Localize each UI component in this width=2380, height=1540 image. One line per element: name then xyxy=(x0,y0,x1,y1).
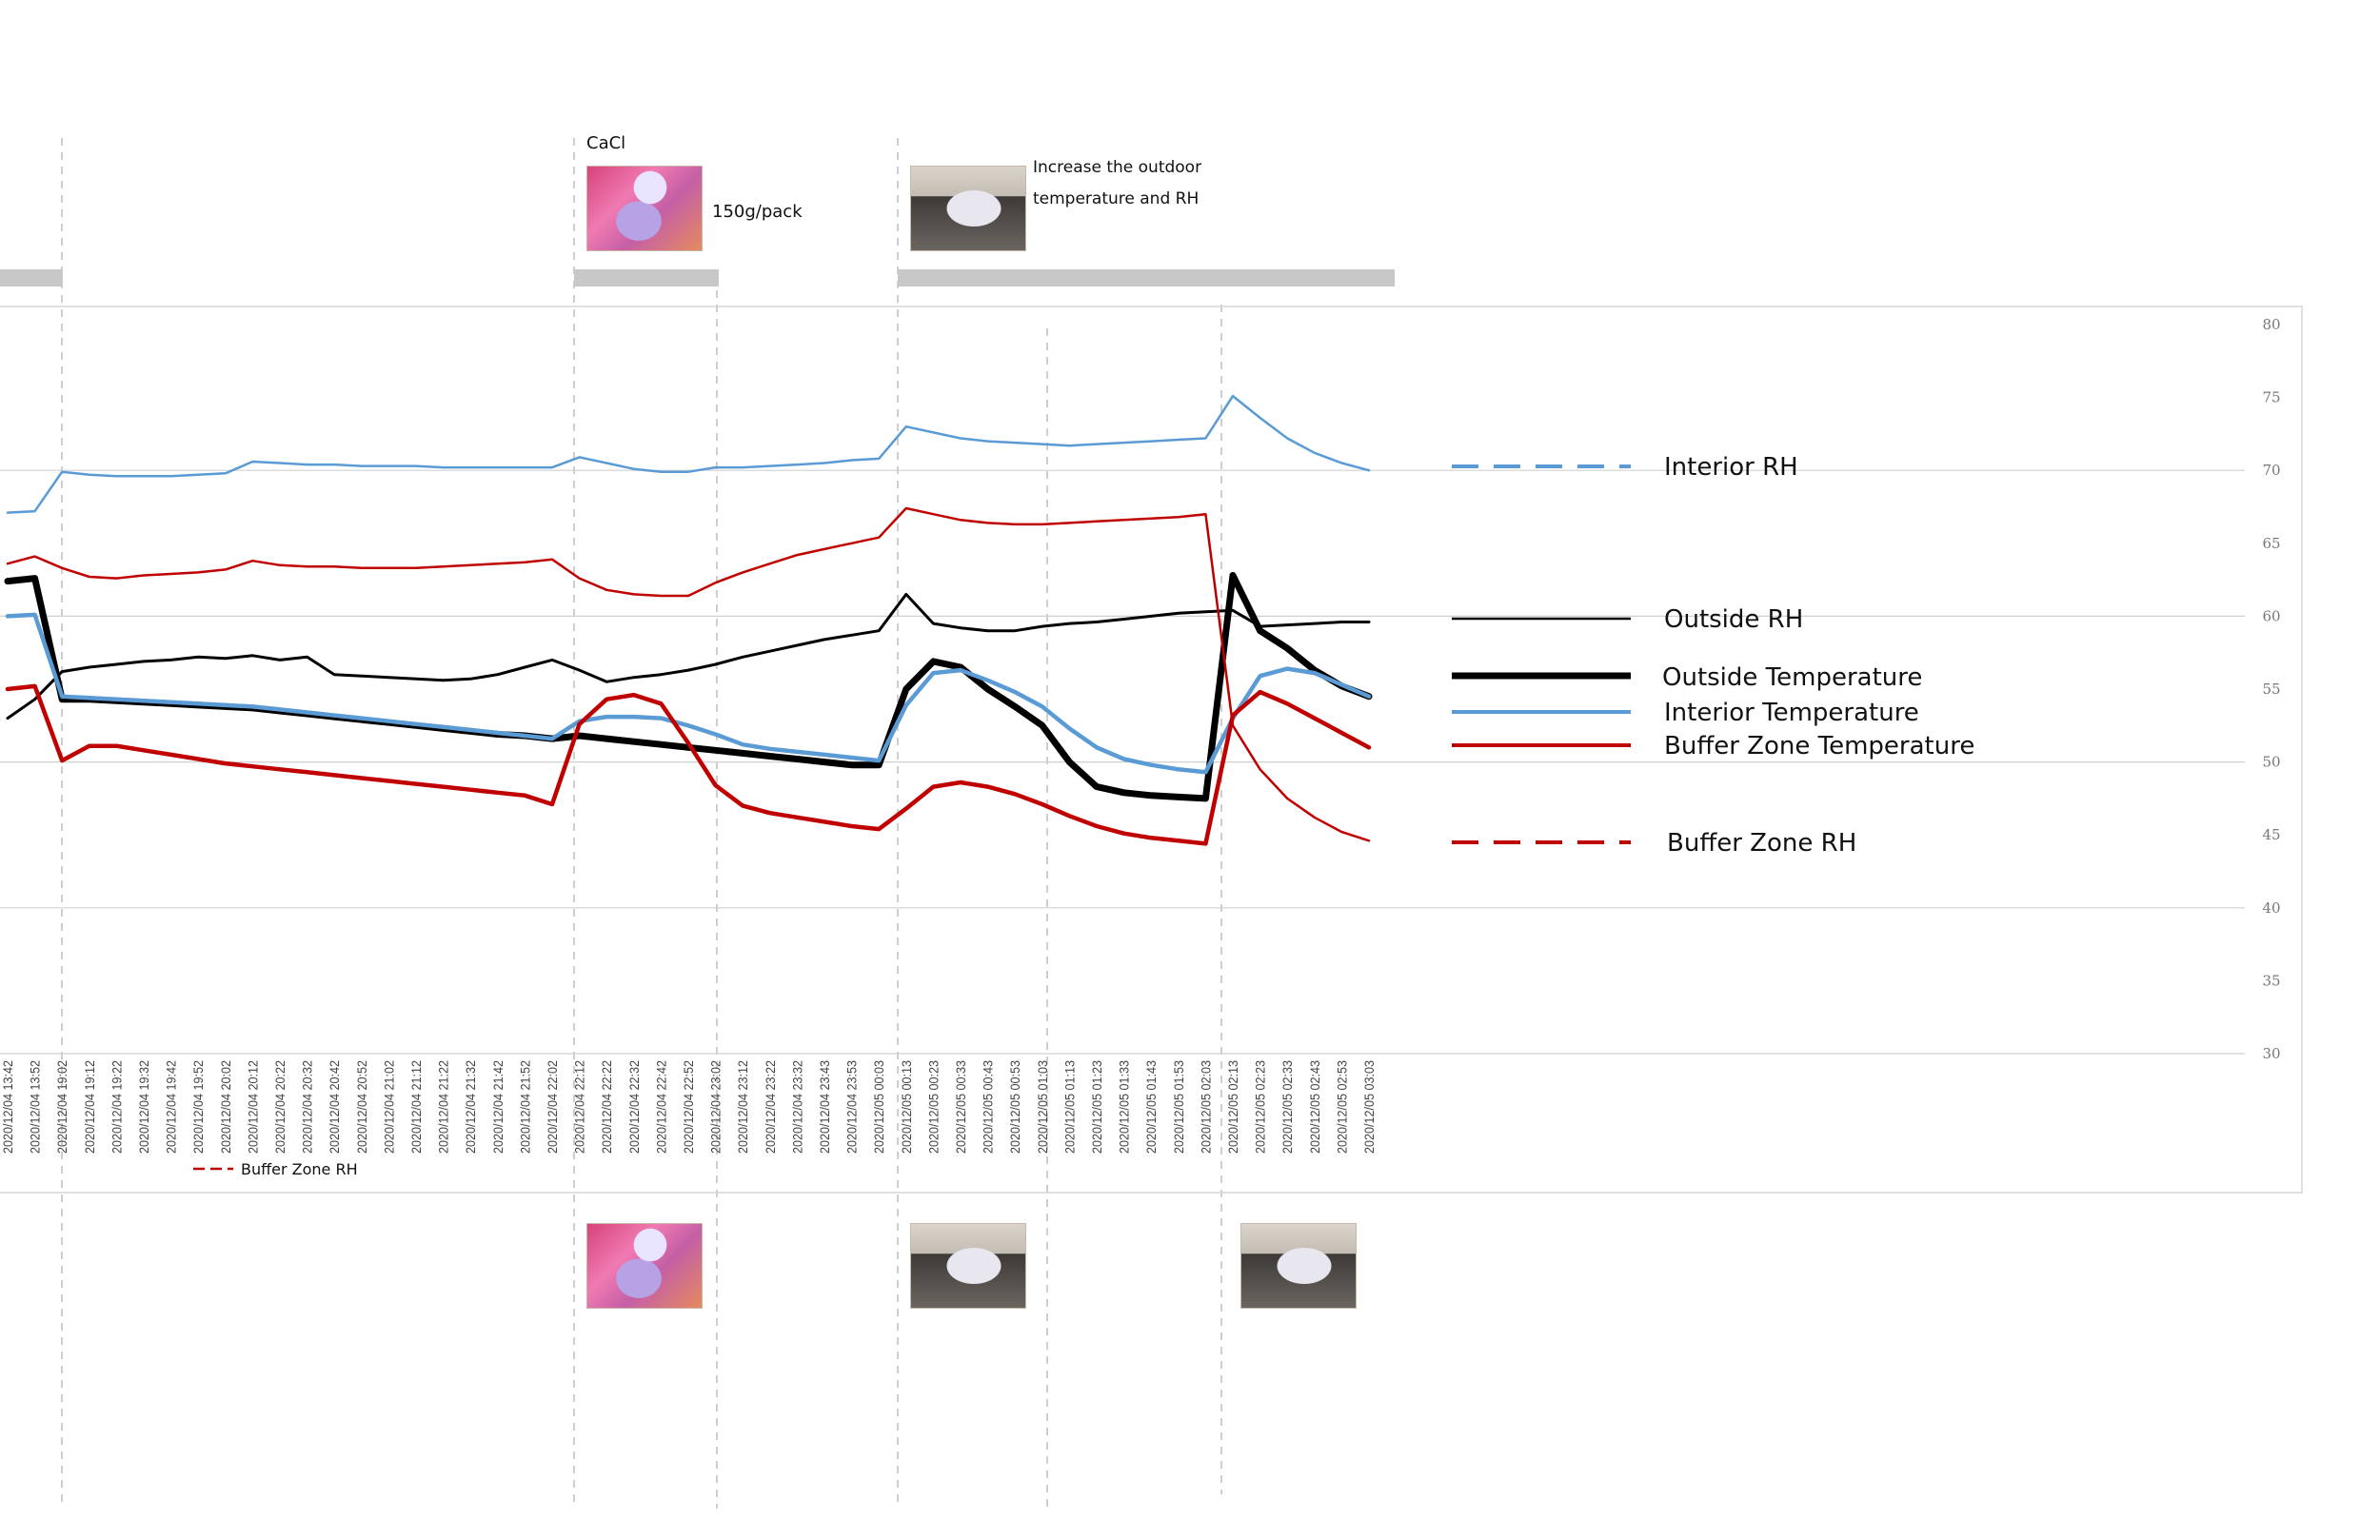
x-tick-label: 2020/12/05 02:33 xyxy=(1279,1060,1295,1154)
x-tick-label: 2020/12/05 00:13 xyxy=(899,1060,914,1154)
x-tick-label: 2020/12/05 02:23 xyxy=(1253,1060,1268,1154)
x-tick-label: 2020/12/05 01:13 xyxy=(1061,1060,1077,1154)
x-tick-label: 2020/12/04 21:02 xyxy=(381,1060,396,1154)
series-line-buffer-zone-rh xyxy=(6,506,1371,842)
x-tick-label: 2020/12/05 01:03 xyxy=(1035,1060,1050,1154)
event-period-bar-1 xyxy=(0,269,63,286)
x-tick-label: 2020/12/04 19:22 xyxy=(109,1060,124,1154)
x-tick-label: 2020/12/04 22:02 xyxy=(545,1060,560,1154)
cacl-amount: 150g/pack xyxy=(712,202,803,222)
x-tick-label: 2020/12/04 19:02 xyxy=(54,1060,69,1154)
x-tick-label: 2020/12/05 01:53 xyxy=(1171,1060,1186,1154)
event-period-bar-3 xyxy=(898,269,1395,286)
event-guide-lines xyxy=(61,138,1222,1513)
legend-label-buffer-zone-rh: Buffer Zone RH xyxy=(1667,829,1857,858)
x-tick-label: 2020/12/04 23:32 xyxy=(789,1060,804,1154)
x-tick-label: 2020/12/05 02:13 xyxy=(1225,1060,1240,1154)
x-tick-label: 2020/12/04 23:43 xyxy=(817,1060,832,1154)
x-tick-label: 2020/12/04 20:02 xyxy=(218,1060,233,1154)
x-tick-label: 2020/12/04 22:52 xyxy=(681,1060,696,1154)
x-tick-label: 2020/12/04 22:12 xyxy=(572,1060,587,1154)
x-tick-label: 2020/12/05 01:33 xyxy=(1117,1060,1132,1154)
box-photo-bottom-2 xyxy=(1240,1223,1357,1309)
small-legend-label: Buffer Zone RH xyxy=(241,1160,358,1178)
y-tick-75: 75 xyxy=(2262,389,2280,406)
x-tick-label: 2020/12/04 19:52 xyxy=(190,1060,206,1154)
x-tick-label: 2020/12/04 21:22 xyxy=(436,1060,451,1154)
y-tick-30: 30 xyxy=(2262,1045,2280,1062)
x-tick-label: 2020/12/05 01:43 xyxy=(1143,1060,1159,1154)
x-tick-label: 2020/12/05 01:23 xyxy=(1089,1060,1104,1154)
y-tick-45: 45 xyxy=(2262,826,2280,843)
series-line-interior-temperature xyxy=(5,612,1372,775)
cacl-label: CaCl xyxy=(586,133,626,153)
x-tick-label: 2020/12/05 00:43 xyxy=(981,1060,996,1154)
x-tick-label: 2020/12/04 19:42 xyxy=(164,1060,179,1154)
outdoor-note-line2: temperature and RH xyxy=(1033,189,1200,208)
x-tick-label: 2020/12/04 20:22 xyxy=(272,1060,288,1154)
x-tick-label: 2020/12/05 02:43 xyxy=(1307,1060,1322,1154)
x-tick-label: 2020/12/05 00:33 xyxy=(953,1060,968,1154)
x-tick-label: 2020/12/04 22:32 xyxy=(626,1060,642,1154)
x-tick-label: 2020/12/05 00:53 xyxy=(1007,1060,1022,1154)
legend-swatches xyxy=(1452,464,1631,844)
x-axis-tick-labels: 2020/12/04 13:42 2020/12/04 13:52 2020/12/… xyxy=(0,1060,1377,1154)
plot-frame xyxy=(0,306,2303,1194)
x-tick-label: 2020/12/04 22:22 xyxy=(599,1060,614,1154)
y-tick-80: 80 xyxy=(2262,316,2280,333)
x-tick-label: 2020/12/05 02:53 xyxy=(1334,1060,1349,1154)
x-tick-label: 2020/12/04 19:12 xyxy=(82,1060,97,1154)
legend-label-interior-temperature: Interior Temperature xyxy=(1664,699,1919,727)
legend-label-outside-rh: Outside RH xyxy=(1664,605,1804,634)
x-tick-label: 2020/12/04 20:12 xyxy=(245,1060,260,1154)
y-tick-65: 65 xyxy=(2262,535,2280,552)
x-tick-label: 2020/12/04 13:42 xyxy=(0,1060,15,1154)
y-axis-tick-labels: 30 35 40 45 50 55 60 65 70 75 80 xyxy=(2262,316,2280,1062)
series-line-buffer-zone-temperature xyxy=(5,683,1372,846)
x-tick-label: 2020/12/04 13:52 xyxy=(28,1060,43,1154)
x-tick-label: 2020/12/04 21:52 xyxy=(517,1060,532,1154)
y-tick-50: 50 xyxy=(2262,754,2280,771)
x-tick-label: 2020/12/04 20:52 xyxy=(354,1060,369,1154)
series-lines xyxy=(4,394,1373,846)
x-tick-label: 2020/12/04 21:42 xyxy=(490,1060,506,1154)
cacl-pack-photo-top xyxy=(586,166,703,251)
outdoor-note-line1: Increase the outdoor xyxy=(1033,158,1202,177)
x-tick-label: 2020/12/04 20:32 xyxy=(300,1060,315,1154)
box-photo-bottom-1 xyxy=(910,1223,1026,1309)
event-period-bar-2 xyxy=(574,269,719,286)
x-tick-label: 2020/12/05 02:03 xyxy=(1198,1060,1213,1154)
legend-label-interior-rh: Interior RH xyxy=(1664,453,1798,482)
x-tick-label: 2020/12/05 03:03 xyxy=(1361,1060,1377,1154)
x-tick-label: 2020/12/05 00:23 xyxy=(925,1060,941,1154)
x-tick-label: 2020/12/04 23:53 xyxy=(844,1060,860,1154)
small-legend: Buffer Zone RH xyxy=(193,1160,358,1178)
legend-label-outside-temperature: Outside Temperature xyxy=(1662,663,1923,692)
y-tick-40: 40 xyxy=(2262,899,2280,917)
x-tick-label: 2020/12/04 21:12 xyxy=(408,1060,424,1154)
y-tick-35: 35 xyxy=(2262,972,2280,989)
series-line-interior-rh xyxy=(6,394,1371,514)
legend-label-buffer-zone-temperature: Buffer Zone Temperature xyxy=(1664,732,1975,760)
box-photo-top xyxy=(910,166,1026,251)
event-period-bars xyxy=(0,269,1395,286)
horizontal-gridlines xyxy=(0,469,2245,1055)
series-line-outside-rh xyxy=(6,592,1371,721)
x-tick-label: 2020/12/04 21:32 xyxy=(463,1060,478,1154)
x-tick-label: 2020/12/04 20:42 xyxy=(327,1060,342,1154)
x-tick-label: 2020/12/04 22:42 xyxy=(653,1060,668,1154)
y-tick-60: 60 xyxy=(2262,607,2280,624)
x-tick-label: 2020/12/05 00:03 xyxy=(871,1060,886,1154)
y-tick-55: 55 xyxy=(2262,681,2280,698)
y-tick-70: 70 xyxy=(2262,462,2280,479)
cacl-pack-photo-bottom xyxy=(586,1223,703,1309)
x-tick-label: 2020/12/04 23:12 xyxy=(735,1060,750,1154)
x-tick-label: 2020/12/04 23:22 xyxy=(763,1060,778,1154)
x-tick-label: 2020/12/04 19:32 xyxy=(136,1060,151,1154)
x-tick-label: 2020/12/04 23:02 xyxy=(708,1060,724,1154)
